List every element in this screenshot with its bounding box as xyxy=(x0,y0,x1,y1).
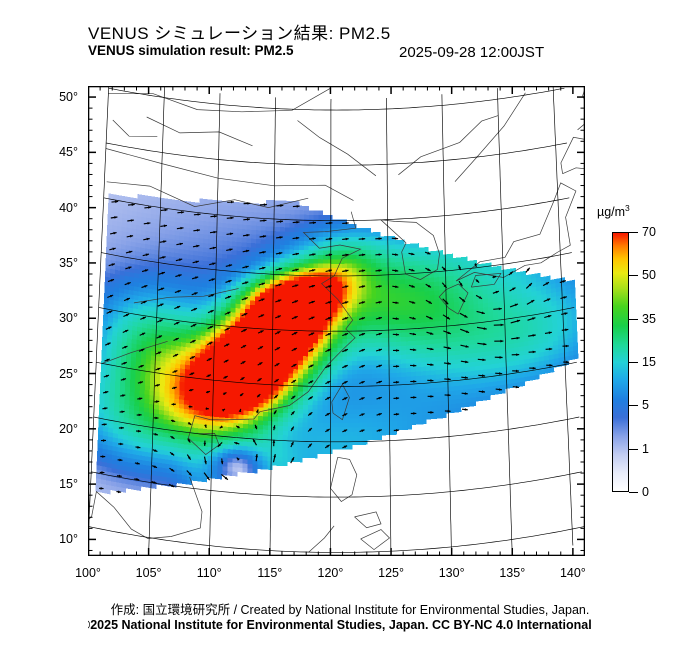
y-axis-tick-label-50: 50° xyxy=(59,90,78,105)
x-axis-tick-label-135: 135° xyxy=(499,566,526,580)
y-axis-tick-label-25: 25° xyxy=(59,366,78,381)
footer-license-text: ©2025 National Institute for Environment… xyxy=(81,618,592,632)
forecast-datetime: 2025-09-28 12:00JST xyxy=(399,44,545,61)
y-axis-tick-label-40: 40° xyxy=(59,200,78,215)
colorbar-tick-label-5: 5 xyxy=(642,398,649,413)
map-canvas xyxy=(88,86,585,556)
x-axis-tick-label-125: 125° xyxy=(378,566,404,580)
colorbar-tick xyxy=(629,492,638,493)
y-axis-tick-label-10: 10° xyxy=(59,532,78,547)
colorbar-tick-label-1: 1 xyxy=(642,441,649,456)
colorbar-tick xyxy=(629,405,638,407)
y-axis-tick-label-45: 45° xyxy=(59,145,78,160)
x-axis-tick-label-105: 105° xyxy=(135,566,162,580)
page-title-japanese: VENUS シミュレーション結果: PM2.5 xyxy=(88,24,391,43)
colorbar-tick-label-0: 0 xyxy=(642,485,649,499)
x-axis-tick-label-130: 130° xyxy=(438,566,465,580)
wind-vectors xyxy=(98,200,570,494)
colorbar-tick xyxy=(629,232,638,233)
graticule xyxy=(88,86,585,556)
colorbar-gradient xyxy=(612,232,629,492)
colorbar-tick xyxy=(629,362,638,363)
coastlines xyxy=(88,87,585,553)
map-plot-area xyxy=(88,86,585,556)
x-axis-tick-label-120: 120° xyxy=(317,566,344,580)
footer-license: ©2025 National Institute for Environment… xyxy=(88,618,592,632)
colorbar-tick-label-35: 35 xyxy=(642,311,656,326)
footer-credit: 作成: 国立環境研究所 / Created by National Instit… xyxy=(110,603,590,617)
y-axis-tick-label-30: 30° xyxy=(59,311,78,326)
x-axis-tick-label-110: 110° xyxy=(196,566,222,580)
colorbar-unit-text: µg/m xyxy=(597,205,626,220)
colorbar: 0 1 5 15 35 50 70 xyxy=(612,225,656,499)
colorbar-unit-label: µg/m3 xyxy=(597,203,630,219)
colorbar-tick xyxy=(629,318,638,320)
colorbar-tick-label-50: 50 xyxy=(642,268,656,283)
page-title-english: VENUS simulation result: PM2.5 xyxy=(88,43,294,58)
colorbar-tick-label-70: 70 xyxy=(642,225,656,239)
plot-frame xyxy=(88,86,585,556)
y-axis-tick-label-15: 15° xyxy=(59,477,78,492)
x-axis-tick-label-140: 140° xyxy=(559,566,586,580)
colorbar-tick xyxy=(629,275,638,277)
y-axis-tick-label-35: 35° xyxy=(59,255,78,270)
colorbar-tick xyxy=(629,448,638,450)
y-axis-tick-label-20: 20° xyxy=(59,421,78,436)
colorbar-unit-exponent: 3 xyxy=(625,203,630,213)
x-axis-tick-label-100: 100° xyxy=(75,566,101,580)
colorbar-tick-label-15: 15 xyxy=(642,355,656,369)
map-content xyxy=(88,86,585,556)
x-axis-tick-label-115: 115° xyxy=(257,566,283,580)
